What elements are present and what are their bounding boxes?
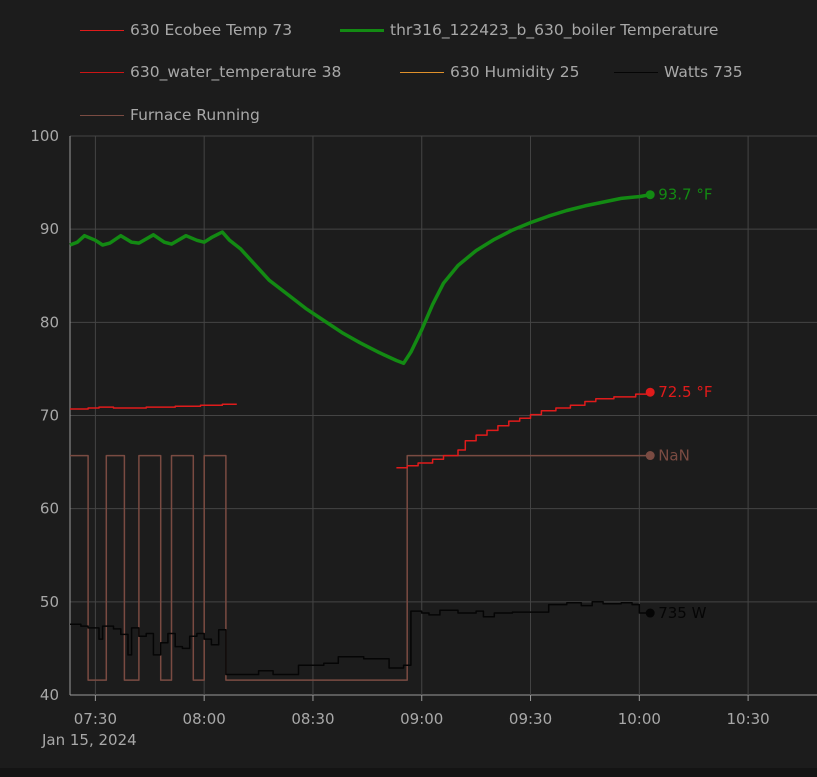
x-tick-label: 10:00 bbox=[618, 710, 661, 728]
x-tick-label: 07:30 bbox=[74, 710, 117, 728]
x-tick-label: 08:00 bbox=[183, 710, 226, 728]
x-tick-label: 10:30 bbox=[726, 710, 769, 728]
series-end-point-watts-735 bbox=[645, 608, 655, 618]
legend-label-ecobee-temp: 630 Ecobee Temp 73 bbox=[130, 21, 293, 39]
legend-item-boiler-temperature[interactable]: thr316_122423_b_630_boiler Temperature bbox=[340, 20, 718, 40]
y-tick-label: 100 bbox=[30, 127, 59, 145]
x-tick-label: 09:30 bbox=[509, 710, 552, 728]
bottom-bar bbox=[0, 768, 817, 777]
series-line-furnace-running bbox=[70, 454, 651, 681]
legend-item-furnace-running[interactable]: Furnace Running bbox=[80, 105, 260, 125]
series-end-point-630-ecobee-temp-73 bbox=[645, 387, 655, 397]
legend-item-humidity[interactable]: 630 Humidity 25 bbox=[400, 62, 579, 82]
series-end-label-furnace-running: NaN bbox=[658, 447, 690, 465]
x-axis-date-label: Jan 15, 2024 bbox=[41, 731, 137, 749]
series-end-point-furnace-running bbox=[645, 451, 655, 461]
x-tick-label: 08:30 bbox=[291, 710, 334, 728]
legend-label-furnace-running: Furnace Running bbox=[130, 106, 260, 124]
series-end-label-watts-735: 735 W bbox=[658, 604, 706, 622]
legend-item-ecobee-temp[interactable]: 630 Ecobee Temp 73 bbox=[80, 20, 292, 40]
legend-label-watts: Watts 735 bbox=[664, 63, 743, 81]
legend-label-humidity: 630 Humidity 25 bbox=[450, 63, 580, 81]
chart-axes: 40 50 60 70 80 90 100 07:30 08:00 08:30 09:00 09:30… bbox=[30, 127, 769, 728]
chart-end-labels: NaN 735 W 72.5 °F 93.7 °F bbox=[645, 186, 712, 622]
y-tick-label: 40 bbox=[40, 686, 59, 704]
chart-series bbox=[69, 192, 651, 681]
y-tick-label: 90 bbox=[40, 220, 59, 238]
legend-label-boiler-temperature: thr316_122423_b_630_boiler Temperature bbox=[390, 21, 719, 39]
y-tick-label: 60 bbox=[40, 500, 59, 518]
series-end-label-thr316-122423-b-630-boiler-temperature: 93.7 °F bbox=[658, 186, 712, 204]
series-end-point-thr316-122423-b-630-boiler-temperature bbox=[645, 190, 655, 200]
series-line-630-ecobee-temp-73 bbox=[70, 392, 651, 469]
legend-swatch-furnace-running bbox=[80, 114, 124, 116]
chart-grid bbox=[70, 135, 817, 696]
y-tick-label: 70 bbox=[40, 407, 59, 425]
x-tick-label: 09:00 bbox=[400, 710, 443, 728]
series-line-thr316-122423-b-630-boiler-temperature bbox=[69, 192, 651, 366]
legend-swatch-water-temperature bbox=[80, 71, 124, 73]
legend-swatch-watts bbox=[614, 71, 658, 73]
legend-swatch-boiler-temperature bbox=[340, 28, 384, 32]
chart-legend: 630 Ecobee Temp 73 thr316_122423_b_630_b… bbox=[0, 0, 817, 130]
series-end-label-630-ecobee-temp-73: 72.5 °F bbox=[658, 383, 712, 401]
y-tick-label: 50 bbox=[40, 593, 59, 611]
series-line-watts-735 bbox=[70, 601, 651, 676]
legend-item-water-temperature[interactable]: 630_water_temperature 38 bbox=[80, 62, 341, 82]
legend-item-watts[interactable]: Watts 735 bbox=[614, 62, 743, 82]
legend-swatch-ecobee-temp bbox=[80, 29, 124, 31]
y-tick-label: 80 bbox=[40, 313, 59, 331]
legend-label-water-temperature: 630_water_temperature 38 bbox=[130, 63, 342, 81]
legend-swatch-humidity bbox=[400, 71, 444, 73]
